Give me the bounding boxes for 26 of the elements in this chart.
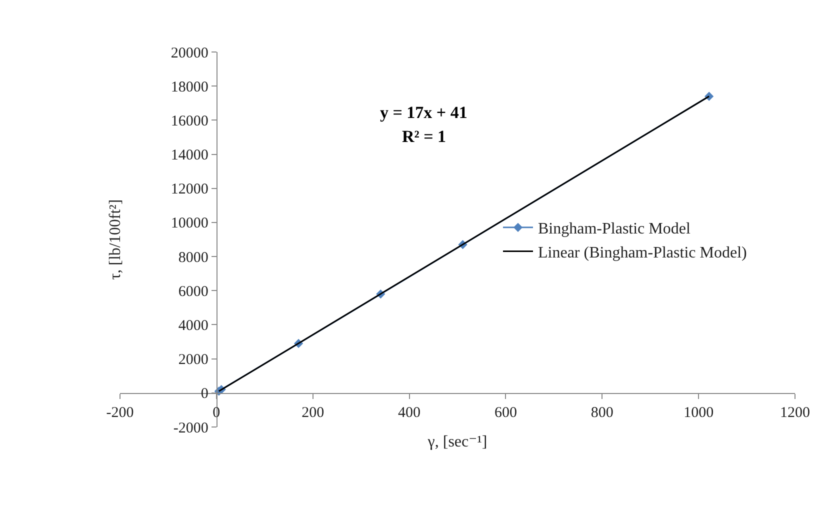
y-tick-label: -2000 — [173, 420, 208, 436]
y-tick-label: 12000 — [170, 182, 208, 198]
annotation: y = 17x + 41 — [380, 103, 468, 122]
x-axis-title: γ, [sec⁻¹] — [426, 434, 488, 451]
y-tick-label: 10000 — [170, 216, 208, 232]
y-tick-label: 18000 — [170, 79, 208, 96]
y-tick-label: 8000 — [178, 250, 208, 266]
x-tick-label: 200 — [302, 404, 324, 421]
legend-label: Bingham-Plastic Model — [538, 220, 691, 238]
y-tick-label: 16000 — [170, 113, 208, 130]
y-axis-title: τ, [lb/100ft²] — [106, 199, 124, 280]
x-tick-label: 800 — [590, 404, 614, 421]
y-tick-label: 14000 — [170, 148, 208, 164]
y-tick-label: 2000 — [178, 352, 208, 368]
x-tick-label: 600 — [494, 404, 517, 421]
x-tick-label: 400 — [398, 404, 421, 421]
x-tick-label: -200 — [106, 404, 134, 421]
x-tick-label: 0 — [212, 404, 220, 421]
x-tick-label: 1200 — [780, 404, 810, 421]
x-tick-label: 1000 — [684, 404, 714, 421]
y-tick-label: 0 — [200, 386, 208, 402]
y-tick-label: 4000 — [178, 318, 208, 334]
legend-label: Linear (Bingham-Plastic Model) — [538, 244, 747, 262]
y-tick-label: 20000 — [170, 45, 208, 62]
annotation: R² = 1 — [402, 127, 446, 146]
y-tick-label: 6000 — [178, 284, 208, 300]
